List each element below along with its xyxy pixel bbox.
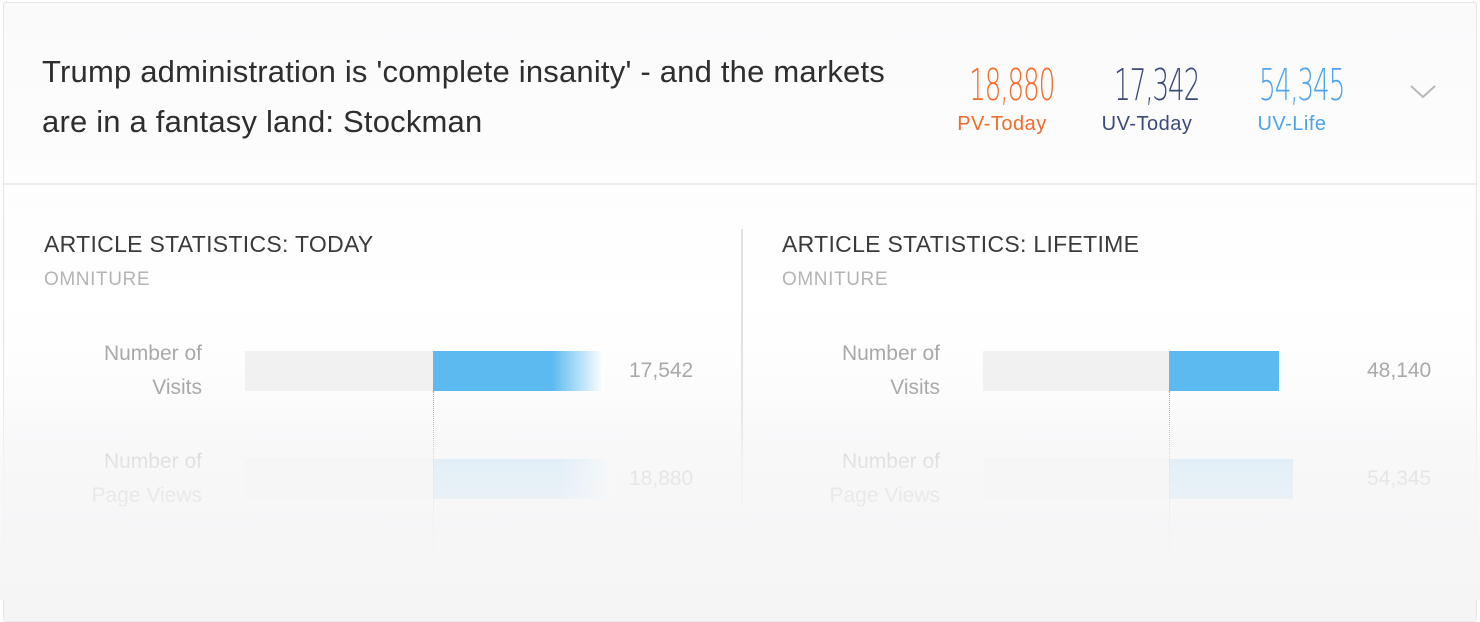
bar-label-line1: Number of xyxy=(841,342,940,365)
bar-label: Number of Page Views xyxy=(776,445,940,513)
bar-track xyxy=(983,459,1169,499)
stat-uv-today-label: UV-Today xyxy=(1101,113,1193,135)
section-divider xyxy=(741,229,743,503)
section-lifetime-title: ARTICLE STATISTICS: LIFETIME xyxy=(782,231,1140,257)
bar-label-line2: Visits xyxy=(152,376,202,399)
bar-label-line2: Page Views xyxy=(829,484,940,507)
article-title[interactable]: Trump administration is 'complete insani… xyxy=(42,54,885,139)
bar-value: 17,542 xyxy=(629,359,694,382)
section-lifetime-source: OMNITURE xyxy=(782,269,889,290)
stat-uv-life-value: 54,345 xyxy=(1259,60,1345,111)
stat-pv-today-label: PV-Today xyxy=(957,113,1047,135)
bar-axis-line xyxy=(1169,391,1170,591)
bar-value: 54,345 xyxy=(1367,467,1432,490)
bar-label-line1: Number of xyxy=(103,450,202,473)
bar-value: 18,880 xyxy=(629,467,694,490)
chevron-down-icon[interactable] xyxy=(1409,77,1437,105)
bar-axis-line xyxy=(433,391,434,591)
bar-label-line2: Page Views xyxy=(91,484,202,507)
section-today-title: ARTICLE STATISTICS: TODAY xyxy=(44,231,374,257)
stat-uv-today-value: 17,342 xyxy=(1114,60,1200,111)
article-header[interactable]: Trump administration is 'complete insani… xyxy=(4,3,1476,185)
bar[interactable] xyxy=(433,351,603,391)
bar[interactable] xyxy=(1169,351,1279,391)
bar-label: Number of Page Views xyxy=(38,445,202,513)
stat-pv-today-value: 18,880 xyxy=(969,60,1055,111)
bar-value: 48,140 xyxy=(1367,359,1432,382)
bar-track xyxy=(983,351,1169,391)
bar[interactable] xyxy=(433,459,616,499)
stat-uv-life: 54,345 UV-Life xyxy=(1237,60,1347,136)
bar-label: Number of Visits xyxy=(38,337,202,405)
article-card: Trump administration is 'complete insani… xyxy=(3,2,1477,622)
section-today-source: OMNITURE xyxy=(44,269,151,290)
bar-track xyxy=(245,459,433,499)
bar-label-line2: Visits xyxy=(890,376,940,399)
stat-uv-life-label: UV-Life xyxy=(1257,113,1327,135)
stat-uv-today: 17,342 UV-Today xyxy=(1092,60,1202,136)
bar-label-line1: Number of xyxy=(103,342,202,365)
bar-label-line1: Number of xyxy=(841,450,940,473)
bar[interactable] xyxy=(1169,459,1293,499)
bar-track xyxy=(245,351,433,391)
stat-pv-today: 18,880 PV-Today xyxy=(947,60,1057,136)
bar-label: Number of Visits xyxy=(776,337,940,405)
